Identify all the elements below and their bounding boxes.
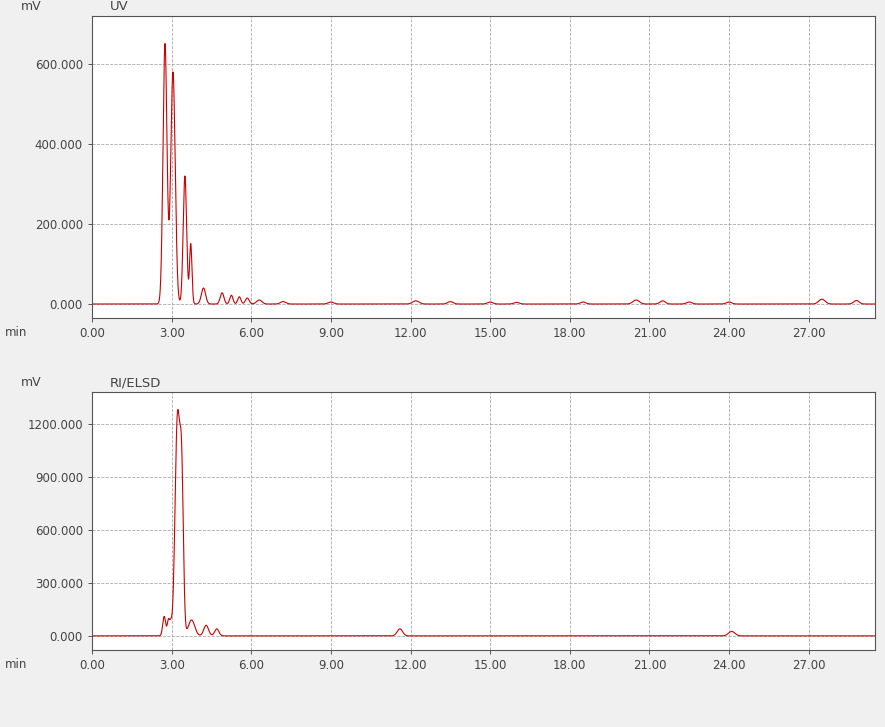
Text: min: min — [4, 659, 27, 672]
Text: min: min — [4, 326, 27, 340]
Text: mV: mV — [21, 376, 42, 389]
Text: mV: mV — [21, 0, 42, 13]
Text: RI/ELSD: RI/ELSD — [110, 376, 161, 389]
Text: UV: UV — [110, 0, 128, 13]
